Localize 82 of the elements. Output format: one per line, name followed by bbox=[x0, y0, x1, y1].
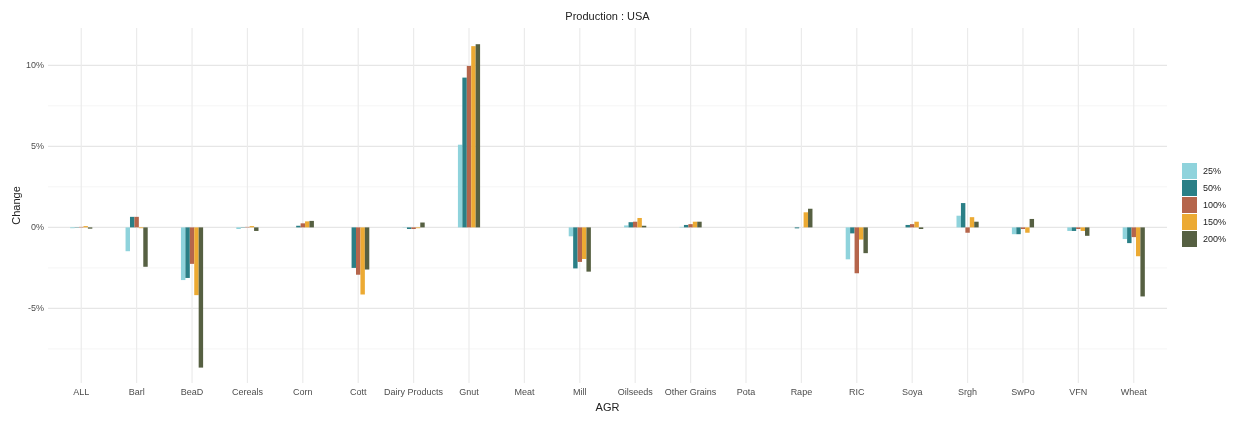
bar bbox=[1085, 227, 1090, 236]
legend-label: 50% bbox=[1203, 182, 1222, 193]
legend-label: 100% bbox=[1203, 199, 1227, 210]
bar bbox=[466, 65, 472, 228]
x-tick-label: RIC bbox=[849, 387, 866, 397]
x-tick-label: Srgh bbox=[958, 387, 978, 397]
bar bbox=[420, 222, 425, 228]
x-tick-label: BeaD bbox=[180, 387, 204, 397]
x-tick-label: Meat bbox=[514, 387, 535, 397]
bar bbox=[1067, 227, 1072, 231]
bar bbox=[1016, 227, 1021, 235]
bar bbox=[194, 227, 199, 296]
bar bbox=[254, 227, 259, 231]
x-tick-label: Mill bbox=[573, 387, 587, 397]
bar bbox=[475, 44, 481, 228]
bar bbox=[1011, 227, 1017, 235]
bar bbox=[854, 227, 859, 274]
bar bbox=[1135, 227, 1141, 257]
bar bbox=[364, 227, 370, 270]
bar bbox=[1071, 227, 1077, 231]
bar bbox=[688, 224, 693, 228]
x-tick-label: Cereals bbox=[231, 387, 264, 397]
bar bbox=[1080, 227, 1086, 231]
bar bbox=[180, 227, 186, 281]
bar bbox=[189, 227, 195, 264]
bar bbox=[360, 227, 365, 295]
x-tick-label: Cott bbox=[349, 387, 367, 397]
bar bbox=[577, 227, 583, 262]
x-tick-label: Other Grains bbox=[664, 387, 717, 397]
legend-label: 25% bbox=[1203, 165, 1222, 176]
x-tick-label: Wheat bbox=[1120, 387, 1148, 397]
legend-label: 200% bbox=[1203, 233, 1227, 244]
bar bbox=[351, 227, 356, 268]
bar bbox=[356, 227, 361, 275]
x-tick-label: Pota bbox=[736, 387, 756, 397]
x-tick-label: Gnut bbox=[459, 387, 480, 397]
bar bbox=[863, 227, 868, 254]
bar bbox=[956, 215, 961, 228]
x-axis-title: AGR bbox=[595, 401, 620, 413]
x-tick-label: SwPo bbox=[1011, 387, 1035, 397]
bar bbox=[185, 227, 190, 278]
x-tick-label: Oilseeds bbox=[617, 387, 654, 397]
x-tick-label: Barl bbox=[128, 387, 145, 397]
bar bbox=[1140, 227, 1145, 297]
x-tick-label: VFN bbox=[1069, 387, 1088, 397]
bar bbox=[471, 46, 476, 228]
bar bbox=[143, 227, 148, 267]
x-tick-label: Rape bbox=[790, 387, 813, 397]
bar bbox=[1122, 227, 1128, 240]
y-tick-label: -5% bbox=[27, 303, 44, 314]
y-tick-label: 10% bbox=[25, 60, 44, 71]
bar bbox=[1127, 227, 1132, 244]
bar bbox=[309, 220, 314, 228]
legend-label: 150% bbox=[1203, 216, 1227, 227]
x-tick-label: Soya bbox=[901, 387, 923, 397]
y-tick-label: 0% bbox=[30, 222, 44, 233]
bar bbox=[198, 227, 204, 368]
bar bbox=[965, 227, 970, 233]
bar bbox=[859, 227, 864, 240]
chart-title: Production : USA bbox=[565, 10, 651, 22]
bar bbox=[573, 227, 578, 269]
bar bbox=[134, 216, 139, 228]
bar bbox=[125, 227, 130, 252]
bar bbox=[974, 221, 979, 228]
bar bbox=[845, 227, 851, 260]
bar bbox=[457, 144, 463, 228]
bar bbox=[586, 227, 591, 272]
bar bbox=[803, 212, 809, 228]
x-tick-label: ALL bbox=[73, 387, 90, 397]
bar bbox=[637, 217, 642, 228]
bar bbox=[582, 227, 587, 259]
x-tick-label: Corn bbox=[293, 387, 313, 397]
bar bbox=[850, 227, 855, 234]
y-axis-title: Change bbox=[10, 186, 22, 225]
bar bbox=[1131, 227, 1136, 238]
bar bbox=[462, 77, 467, 228]
bar bbox=[1025, 227, 1030, 233]
bar bbox=[914, 221, 919, 228]
bar bbox=[568, 227, 574, 237]
x-tick-label: Dairy Products bbox=[384, 387, 444, 397]
bar bbox=[697, 221, 702, 228]
y-tick-label: 5% bbox=[30, 141, 44, 152]
